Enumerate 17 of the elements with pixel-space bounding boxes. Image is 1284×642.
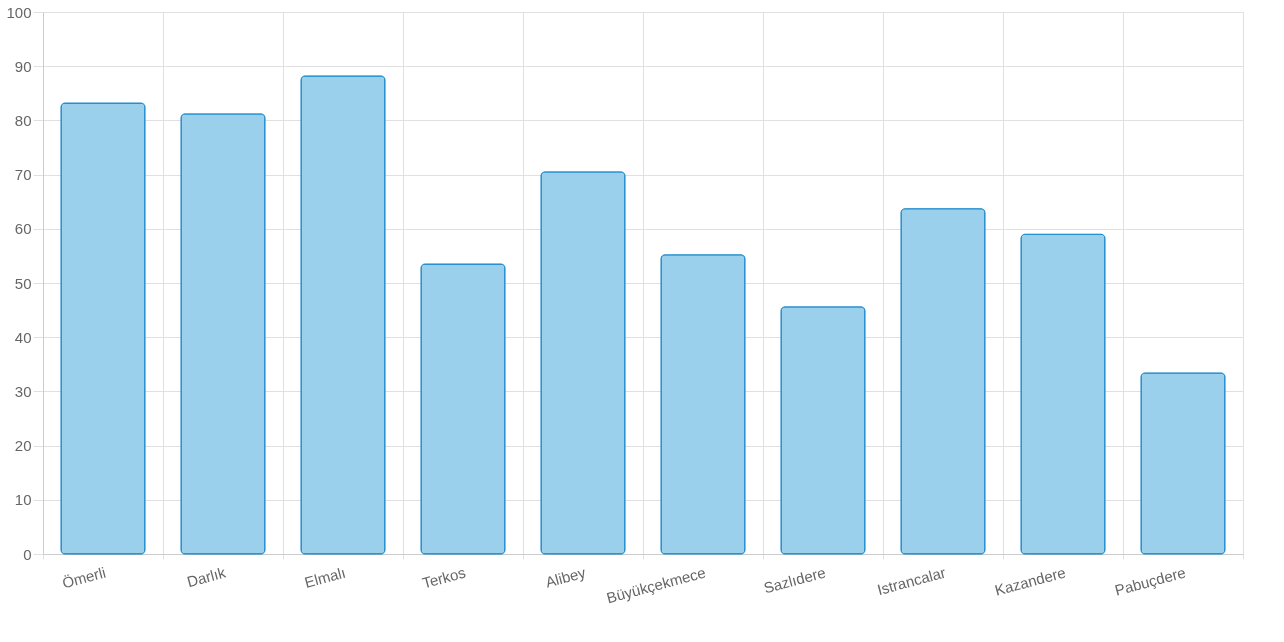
x-tick-label: Ömerli [60, 563, 108, 592]
y-tick-label: 10 [14, 491, 32, 509]
y-tick-label: 0 [23, 545, 32, 563]
x-tick-label: Terkos [420, 563, 468, 592]
y-tick-label: 60 [14, 220, 32, 238]
y-tick-label: 40 [14, 328, 32, 346]
x-tick-label: Elmalı [302, 563, 348, 591]
y-tick-label: 80 [14, 111, 32, 129]
x-tick-label: Sazlıdere [761, 563, 828, 597]
y-tick-label: 90 [14, 57, 32, 75]
y-tick-label: 20 [14, 437, 32, 455]
x-tick-label: Alibey [543, 563, 588, 591]
x-tick-label: Darlık [185, 563, 228, 591]
y-tick-label: 50 [14, 274, 32, 292]
y-tick-label: 70 [14, 166, 32, 184]
y-tick-label: 30 [14, 382, 32, 400]
y-tick-label: 100 [6, 3, 32, 21]
